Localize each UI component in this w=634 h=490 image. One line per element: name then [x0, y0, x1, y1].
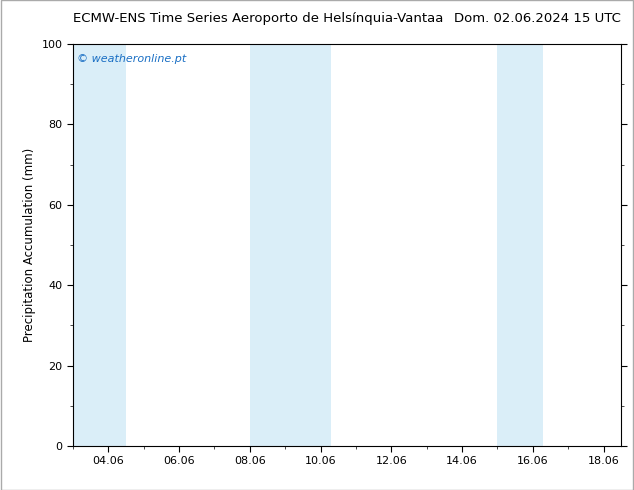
- Text: ECMW-ENS Time Series Aeroporto de Helsínquia-Vantaa: ECMW-ENS Time Series Aeroporto de Helsín…: [73, 12, 443, 25]
- Y-axis label: Precipitation Accumulation (mm): Precipitation Accumulation (mm): [23, 148, 36, 342]
- Text: Dom. 02.06.2024 15 UTC: Dom. 02.06.2024 15 UTC: [455, 12, 621, 25]
- Bar: [250, 44, 331, 446]
- Text: © weatheronline.pt: © weatheronline.pt: [77, 54, 186, 64]
- Bar: [73, 44, 126, 446]
- Bar: [498, 44, 543, 446]
